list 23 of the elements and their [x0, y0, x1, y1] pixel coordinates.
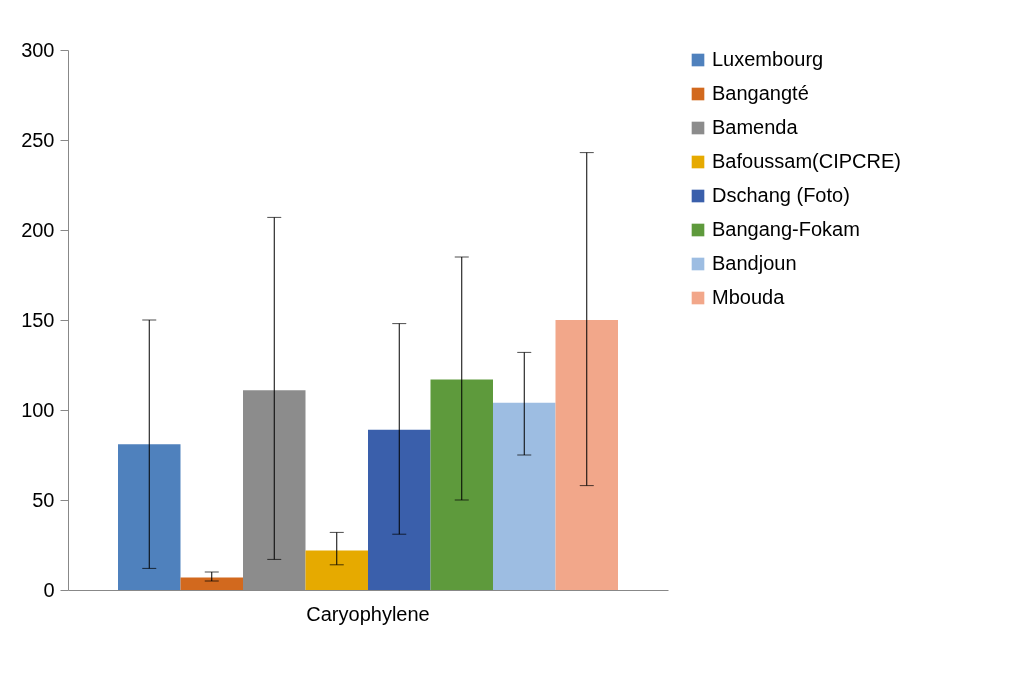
bar	[555, 320, 618, 590]
y-tick-label: 0	[43, 578, 55, 601]
bar	[493, 402, 556, 590]
x-tick-label: Caryophylene	[306, 602, 430, 625]
y-tick-label: 200	[21, 218, 55, 241]
bar	[368, 429, 431, 590]
legend-label: Dschang (Foto)	[712, 184, 850, 206]
legend-label: Bandjoun	[712, 252, 797, 274]
legend-label: Luxembourg	[712, 48, 824, 70]
y-tick-label: 100	[21, 398, 55, 421]
legend-label: Bangangté	[712, 82, 809, 104]
y-tick-label: 250	[21, 128, 55, 151]
legend-label: Bafoussam(CIPCRE)	[712, 150, 901, 172]
bar	[305, 550, 368, 590]
legend-label: Bamenda	[712, 116, 799, 138]
legend-label: Bangang-Fokam	[712, 218, 860, 240]
bar	[430, 379, 493, 590]
y-tick-label: 300	[21, 38, 55, 61]
legend-label: Mbouda	[712, 286, 786, 308]
bar	[118, 444, 181, 590]
y-tick-label: 50	[32, 488, 55, 511]
bar	[180, 577, 243, 590]
y-tick-label: 150	[21, 308, 55, 331]
